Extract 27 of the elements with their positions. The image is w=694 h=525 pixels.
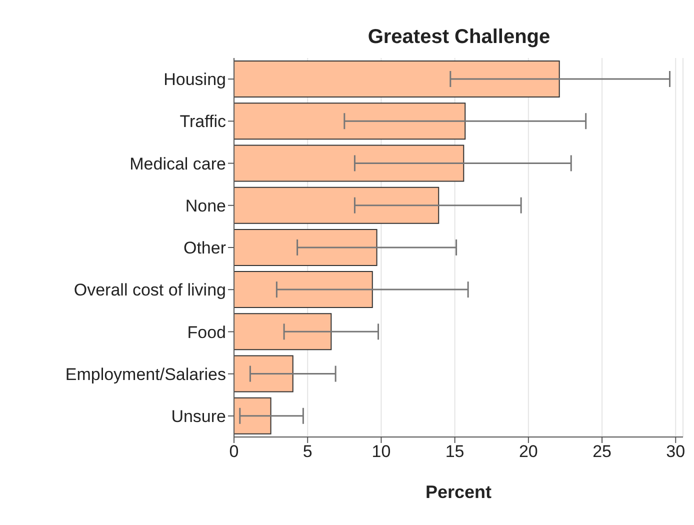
chart-title: Greatest Challenge xyxy=(366,26,552,49)
x-tick-label: 25 xyxy=(592,442,612,462)
bar xyxy=(234,186,440,224)
y-tick-label: None xyxy=(185,196,226,216)
bar xyxy=(234,102,466,140)
y-tick-label: Employment/Salaries xyxy=(65,364,226,384)
bar xyxy=(234,397,272,434)
x-tick-label: 5 xyxy=(302,442,312,462)
x-tick-label: 10 xyxy=(372,442,391,462)
bar xyxy=(234,271,373,308)
y-tick-label: Food xyxy=(187,322,226,342)
bar xyxy=(234,60,560,98)
y-tick-label: Traffic xyxy=(180,112,226,132)
bar xyxy=(234,144,464,182)
bar xyxy=(234,355,294,392)
x-tick-label: 15 xyxy=(445,442,464,462)
x-tick-label: 30 xyxy=(666,442,686,462)
bar xyxy=(234,313,332,350)
x-tick-label: 0 xyxy=(229,442,239,462)
y-tick-label: Housing xyxy=(164,70,226,90)
y-tick-label: Unsure xyxy=(171,406,226,426)
y-tick-label: Overall cost of living xyxy=(74,280,226,300)
x-tick-label: 20 xyxy=(518,442,538,462)
bar xyxy=(234,228,378,266)
x-axis-title: Percent xyxy=(425,482,492,502)
y-tick-label: Medical care xyxy=(130,154,226,174)
y-tick-label: Other xyxy=(183,238,226,258)
